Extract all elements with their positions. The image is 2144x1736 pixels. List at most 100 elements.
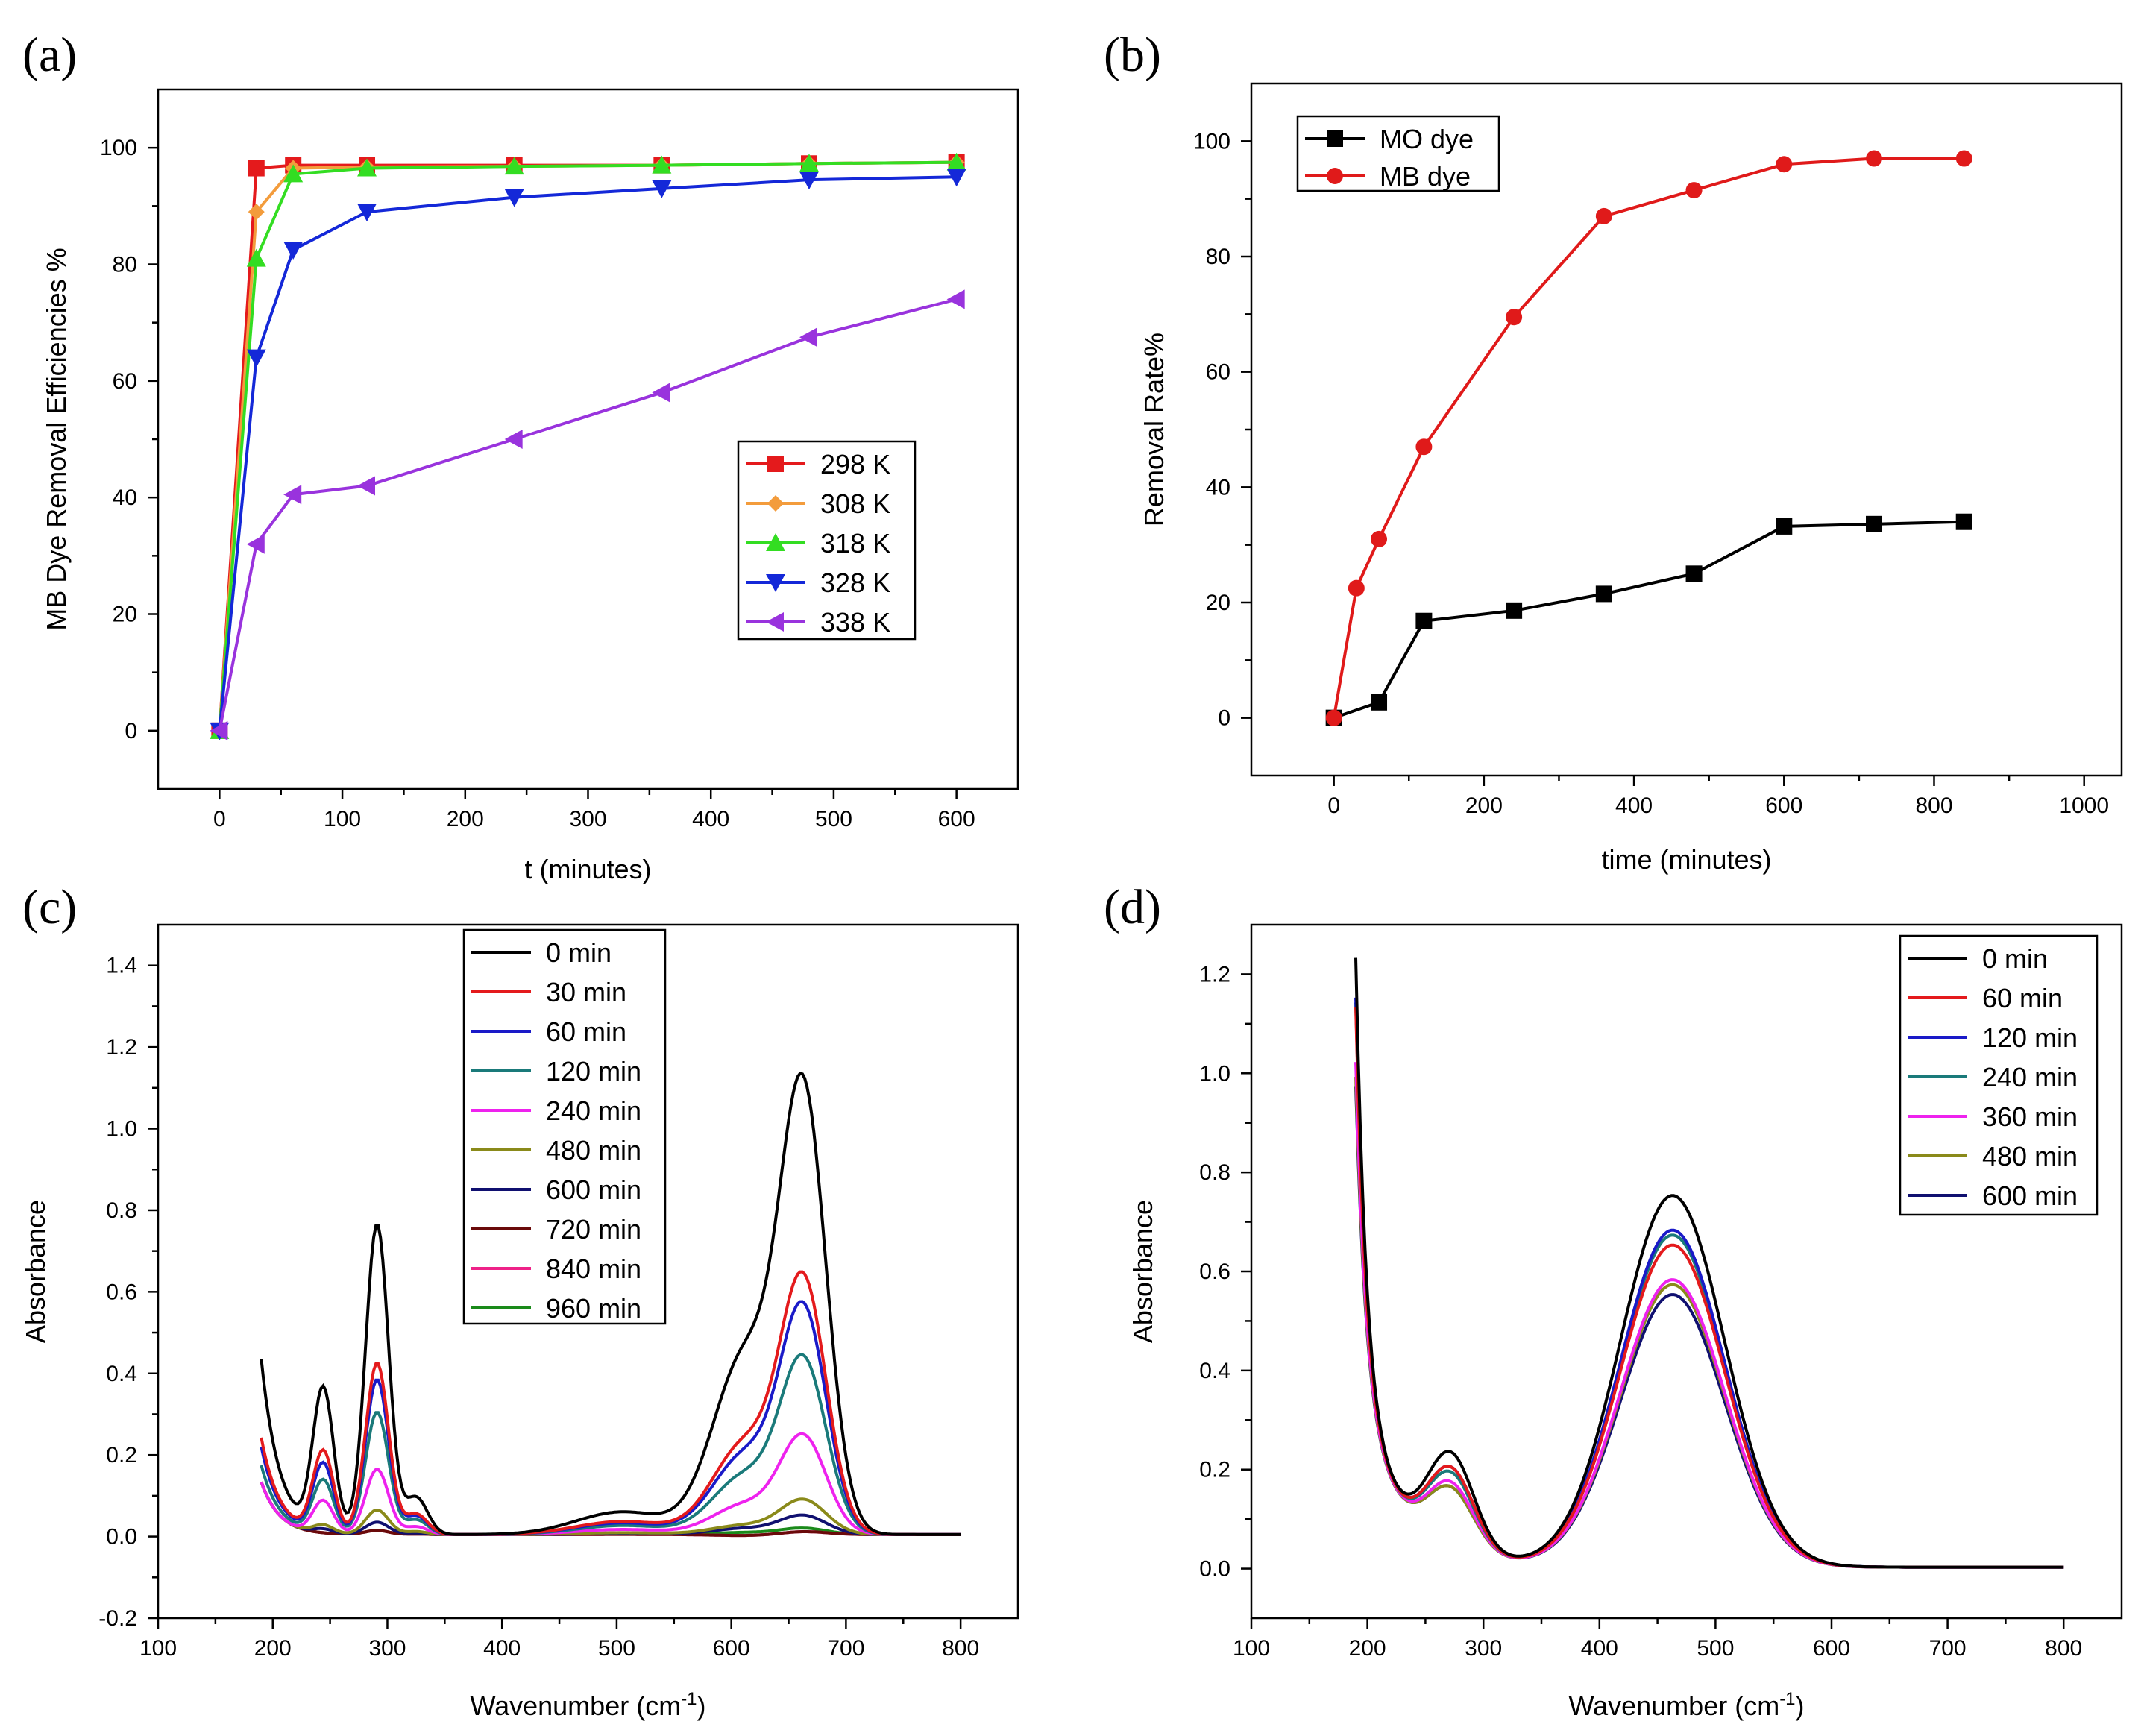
y-tick-label: 40 [113, 485, 137, 510]
data-point [504, 430, 523, 449]
legend-item: 720 min [471, 1214, 641, 1245]
legend-label: 480 min [1982, 1141, 2078, 1172]
y-tick-label: 40 [1206, 475, 1230, 500]
y-tick-label: 0.6 [1199, 1259, 1230, 1284]
y-tick-label: 60 [113, 369, 137, 394]
x-tick-label: 600 [1765, 793, 1802, 818]
panel-letter: (d) [1104, 880, 1161, 934]
legend-marker [1327, 168, 1343, 184]
data-point [357, 158, 377, 177]
y-tick-label: 1.0 [1199, 1061, 1230, 1086]
series-line [260, 1481, 961, 1536]
chart-panel-1: (a) 0 100 200 300 400 500 600 0 20 40 60 80 100 t (min… [22, 28, 1019, 884]
data-point [248, 204, 265, 221]
data-point [799, 172, 819, 190]
data-point [210, 720, 228, 740]
data-point [799, 154, 819, 172]
data-point [283, 485, 302, 505]
series-line [260, 1353, 961, 1536]
data-point [246, 248, 266, 267]
legend-label: 960 min [546, 1293, 641, 1324]
x-tick-label: 0 [1327, 793, 1340, 818]
legend-item: 120 min [471, 1056, 641, 1086]
x-tick-label: 200 [1465, 793, 1503, 818]
legend-label: 120 min [546, 1056, 641, 1086]
legend-label: 318 K [820, 528, 890, 559]
x-axis-label: time (minutes) [1601, 844, 1771, 875]
y-tick-label: 20 [113, 603, 137, 627]
series-318-k [210, 152, 966, 739]
y-tick-label: 1.2 [1199, 962, 1230, 987]
series-line [260, 1432, 961, 1536]
data-point [1371, 694, 1388, 711]
data-point [1415, 438, 1433, 456]
data-point [1955, 150, 1972, 167]
data-point [357, 204, 377, 222]
legend-item: 120 min [1908, 1022, 2078, 1053]
x-tick-label: 400 [692, 807, 729, 831]
legend-label: MO dye [1380, 124, 1474, 154]
x-tick-label: 400 [1581, 1636, 1618, 1661]
legend-item: 308 K [746, 488, 890, 519]
data-point [283, 164, 304, 183]
legend-item: 240 min [471, 1095, 641, 1126]
legend-marker [766, 612, 784, 632]
series-30-min [260, 1270, 961, 1536]
legend-label: MB dye [1380, 161, 1471, 192]
x-tick-label: 800 [2045, 1636, 2082, 1661]
legend-label: 338 K [820, 607, 890, 638]
legend-label: 298 K [820, 449, 890, 479]
series-mo-dye [1325, 513, 1972, 726]
legend-item: 0 min [471, 937, 612, 968]
x-tick-label: 1000 [2059, 793, 2109, 818]
data-point [246, 534, 265, 554]
data-point [1325, 709, 1342, 726]
y-tick-label: 0.4 [1199, 1359, 1230, 1383]
legend-box [737, 440, 917, 641]
data-point [1685, 565, 1703, 582]
legend-marker [766, 574, 785, 592]
plot-frame [157, 923, 1019, 1620]
panel-letter: (c) [22, 880, 77, 934]
y-tick-label: 0.2 [106, 1443, 137, 1468]
series-0-min [1354, 957, 2064, 1569]
legend-label: 600 min [1982, 1180, 2078, 1211]
series-240-min [260, 1432, 961, 1536]
data-point [1776, 518, 1793, 535]
x-tick-label: 200 [254, 1636, 292, 1661]
series-line [1354, 957, 2064, 1569]
legend-label: 600 min [546, 1174, 641, 1205]
legend-item: 60 min [471, 1016, 626, 1047]
legend-item: MO dye [1305, 124, 1474, 154]
y-tick-label: 0.8 [1199, 1160, 1230, 1185]
y-tick-label: 0.2 [1199, 1458, 1230, 1482]
data-point [652, 180, 672, 198]
data-point [1348, 579, 1365, 597]
legend-item: 338 K [746, 607, 890, 638]
y-tick-label: 1.2 [106, 1035, 137, 1060]
data-point [246, 349, 266, 368]
data-point [799, 327, 817, 347]
data-point [1371, 530, 1388, 547]
data-point [504, 157, 524, 175]
legend-label: 60 min [546, 1016, 626, 1047]
data-point [946, 152, 966, 171]
data-point [946, 289, 965, 309]
x-axis-label: t (minutes) [524, 854, 651, 884]
y-tick-label: 80 [113, 253, 137, 277]
legend-marker [767, 495, 784, 512]
x-tick-label: 800 [942, 1636, 979, 1661]
legend-label: 30 min [546, 977, 626, 1007]
chart-panel-3: (c) 100 200 300 400 500 600 700 800 -0.2 0.0 0.2 0.4… [20, 880, 1019, 1721]
x-tick-label: 600 [938, 807, 975, 831]
series-0-min [260, 1072, 961, 1536]
x-tick-label: 700 [827, 1636, 864, 1661]
y-axis-label: MB Dye Removal Efficiencies % [41, 248, 72, 631]
legend-item: 318 K [746, 528, 890, 559]
y-tick-label: 60 [1206, 360, 1230, 385]
data-point [1685, 182, 1703, 199]
y-axis-label: Absorbance [20, 1200, 51, 1343]
y-tick-label: 1.4 [106, 954, 137, 978]
legend-item: 298 K [746, 449, 890, 479]
legend: 0 min 30 min 60 min 120 min 240 min 480 min 60… [462, 928, 667, 1325]
